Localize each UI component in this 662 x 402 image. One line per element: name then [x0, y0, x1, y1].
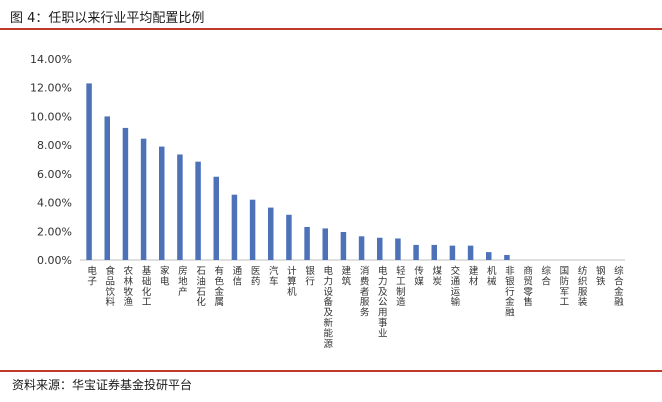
x-category-label: 食品饮料 [105, 265, 115, 308]
x-category-label: 煤炭 [432, 265, 442, 287]
figure-title-row: 图 4：任职以来行业平均配置比例 [10, 6, 204, 26]
source-divider [0, 370, 662, 372]
x-category-label: 计算机 [287, 265, 297, 298]
x-category-label: 基础化工 [142, 265, 152, 308]
y-tick-label: 8.00% [37, 139, 72, 152]
bar [140, 138, 147, 260]
x-category-label: 交通运输 [451, 265, 461, 308]
bar [231, 194, 238, 260]
x-category-label: 消费者服务 [360, 265, 370, 319]
x-category-label: 纺织服装 [578, 265, 588, 308]
y-tick-label: 0.00% [37, 254, 72, 267]
bar [177, 154, 183, 260]
bar [504, 254, 510, 260]
y-tick-label: 10.00% [30, 110, 72, 123]
x-category-label: 电子 [87, 265, 97, 287]
y-tick-label: 2.00% [37, 225, 72, 238]
y-tick-label: 12.00% [30, 82, 72, 95]
bar [486, 252, 492, 260]
bar [449, 245, 456, 260]
title-divider [0, 28, 662, 30]
bar [86, 83, 92, 261]
x-category-label: 石油石化 [196, 266, 206, 308]
x-category-label: 家电 [160, 265, 170, 287]
bar [413, 244, 419, 260]
x-category-label: 银行 [305, 265, 315, 287]
y-tick-label: 14.00% [30, 53, 72, 66]
x-category-label: 建筑 [342, 265, 352, 287]
bar [395, 238, 401, 260]
bar [358, 236, 365, 260]
x-category-label: 农林牧渔 [124, 265, 134, 308]
bar [340, 232, 347, 260]
bar [268, 207, 274, 260]
bar [104, 116, 110, 260]
x-category-label: 钢铁 [596, 265, 606, 287]
bar-chart: 0.00% 2.00% 4.00% 6.00% 8.00% 10.00% 12.00% 14.… [30, 53, 625, 350]
x-category-label: 有色金属 [214, 265, 224, 308]
x-category-label: 非银行金融 [505, 265, 515, 319]
bar [286, 214, 292, 260]
x-category-label: 汽车 [269, 265, 279, 287]
bar [122, 127, 129, 261]
x-category-label: 机械 [487, 265, 497, 287]
x-category-label: 医药 [251, 266, 261, 287]
source-note: 资料来源：华宝证券基金投研平台 [12, 378, 193, 392]
x-category-label: 通信 [233, 266, 243, 287]
figure-title: 图 4：任职以来行业平均配置比例 [10, 10, 205, 26]
x-category-label: 国防军工 [560, 266, 570, 308]
x-category-label: 房地产 [178, 265, 188, 298]
bar [467, 245, 474, 260]
bar [195, 161, 201, 260]
y-tick-label: 6.00% [37, 168, 72, 181]
x-category-label: 商贸零售 [523, 265, 533, 308]
bar [431, 244, 437, 260]
bar [159, 146, 165, 260]
x-category-label: 综合 [541, 265, 551, 287]
x-category-label: 轻工制造 [396, 265, 406, 308]
x-category-label: 电力设备及新能源 [323, 265, 333, 350]
x-category-label: 综合金融 [614, 265, 624, 308]
bar [322, 228, 328, 260]
bar [304, 226, 310, 260]
x-category-label: 传媒 [414, 265, 424, 287]
bar [249, 199, 256, 260]
bar [213, 176, 219, 260]
x-category-label: 建材 [469, 265, 479, 287]
y-tick-label: 4.00% [37, 197, 72, 210]
x-category-label: 电力及公用事业 [378, 265, 388, 339]
bar [377, 237, 383, 260]
